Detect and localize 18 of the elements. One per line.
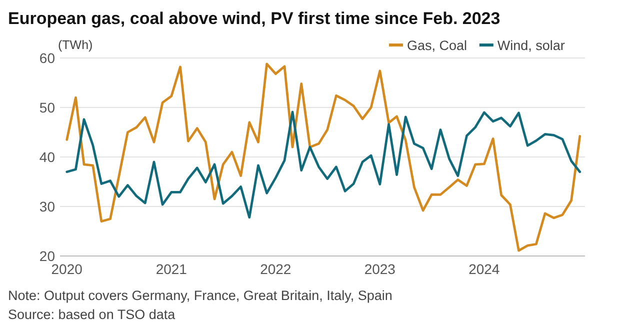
y-tick-label: 20 — [39, 248, 56, 264]
x-tick-label: 2021 — [156, 261, 188, 277]
y-axis-title: (TWh) — [58, 38, 93, 52]
y-tick-label: 40 — [39, 149, 56, 165]
legend-label: Wind, solar — [497, 38, 566, 53]
y-tick-label: 30 — [39, 198, 56, 214]
chart-title: European gas, coal above wind, PV first time since Feb. 2023 — [8, 9, 500, 28]
y-tick-label: 50 — [39, 100, 56, 116]
legend-label: Gas, Coal — [407, 38, 468, 53]
x-tick-label: 2024 — [468, 261, 500, 277]
line-series — [66, 62, 582, 252]
y-tick-label: 60 — [39, 50, 56, 66]
text: Note: Output covers Germany, France, Great Britain, Italy, Spain — [8, 288, 392, 303]
line-series — [66, 110, 582, 219]
x-tick-label: 2020 — [51, 261, 83, 277]
x-tick-label: 2022 — [260, 261, 292, 277]
x-tick-label: 2023 — [364, 261, 396, 277]
source-note: Source: based on TSO data — [8, 307, 176, 322]
